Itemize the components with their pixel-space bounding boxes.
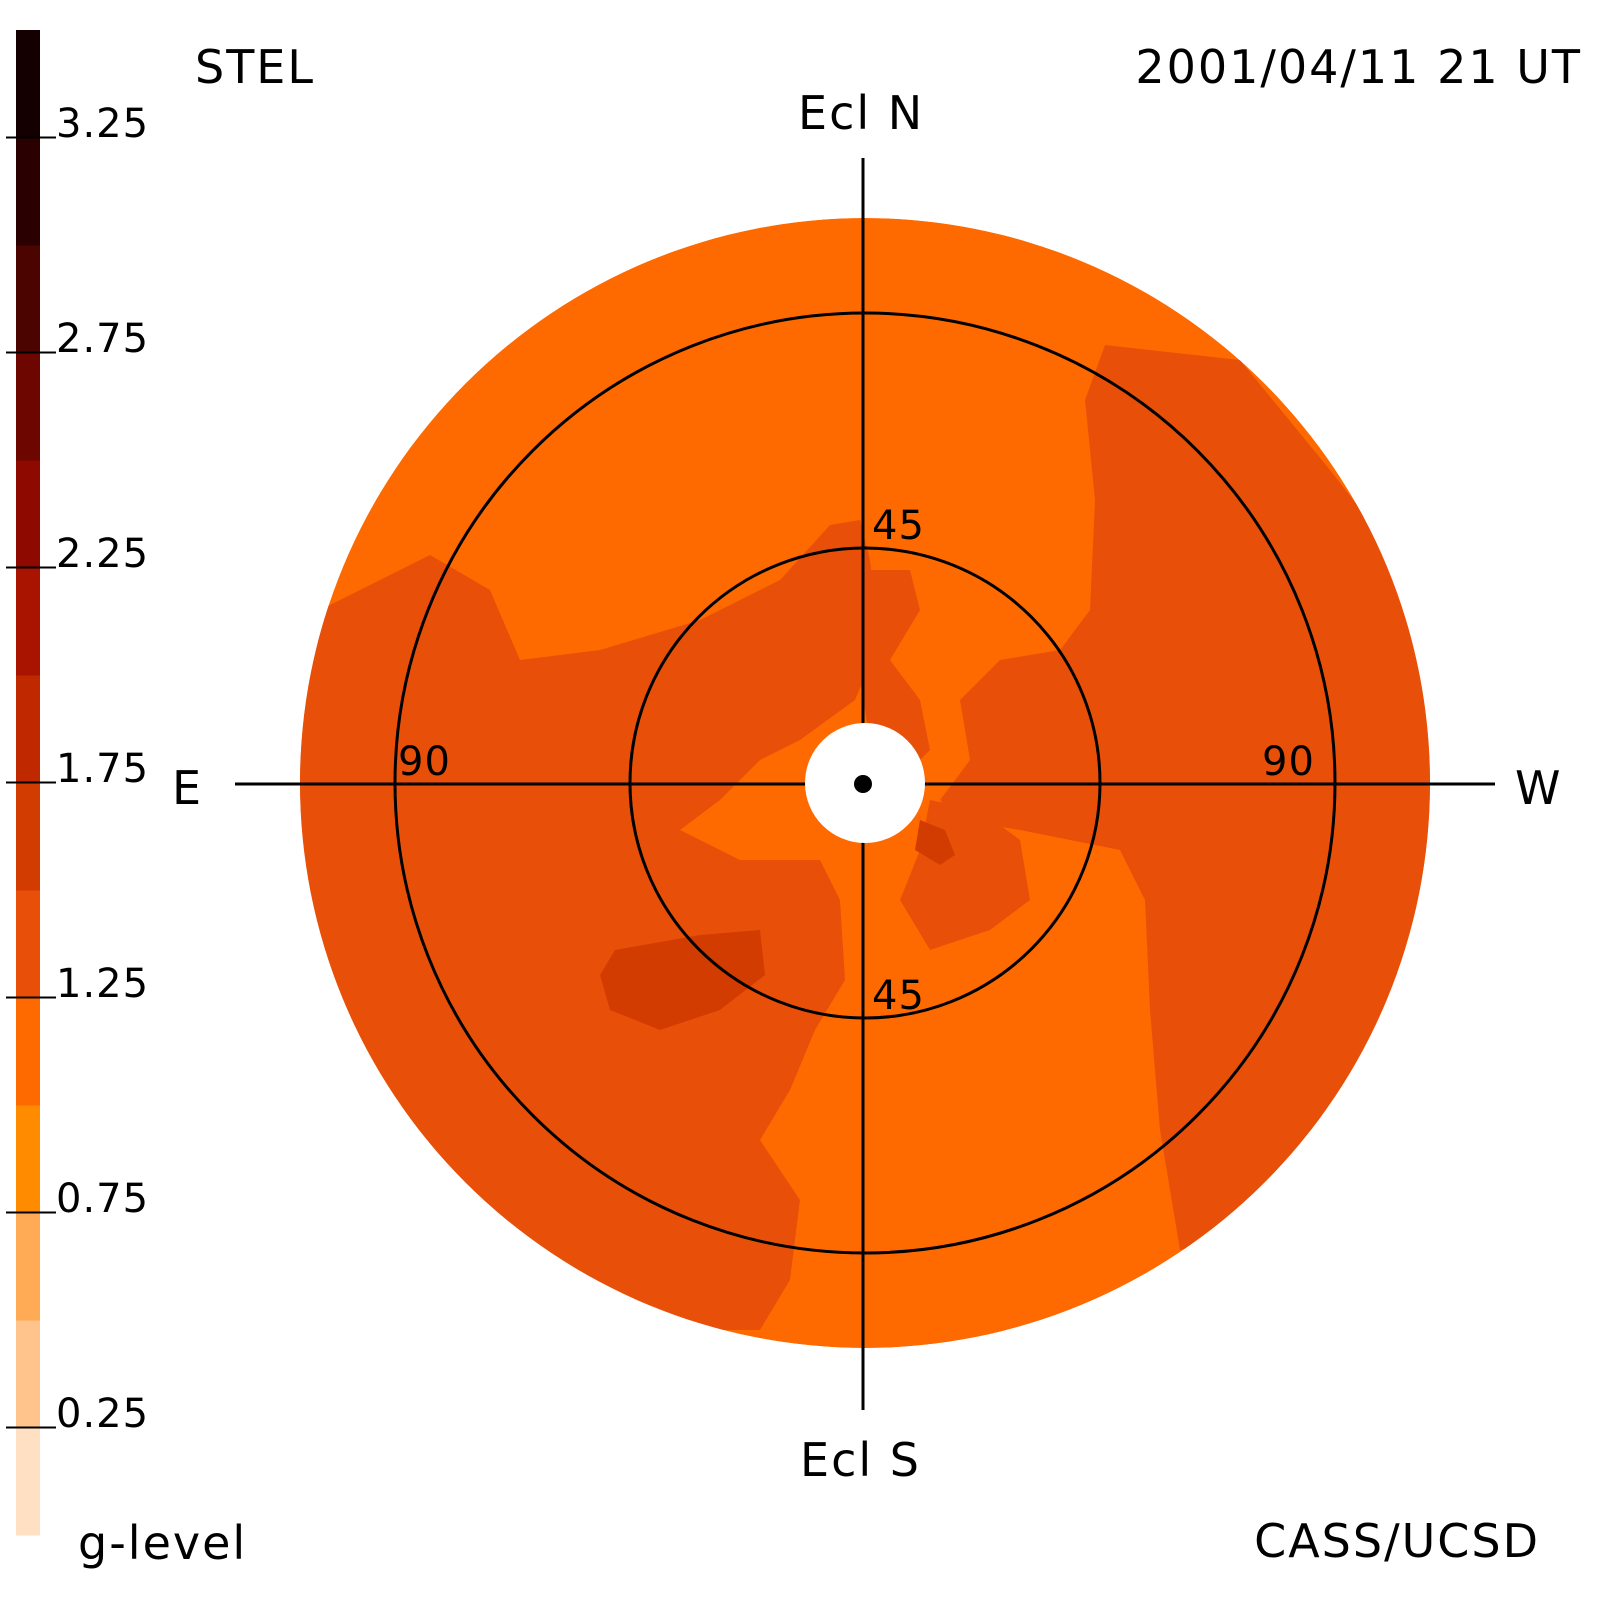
colorbar-ticks: [6, 136, 56, 1429]
heatmap-high-spot-center: [915, 820, 955, 865]
colorbar-block: [16, 1427, 40, 1536]
colorbar-block: [16, 1212, 40, 1321]
colorbar-block: [16, 1320, 40, 1428]
credit-label: CASS/UCSD: [1254, 1514, 1540, 1568]
colorbar-block: [16, 137, 40, 246]
colorbar-tick-label: 1.75: [56, 745, 150, 792]
heatmap-region-east: [300, 520, 880, 1330]
colorbar-title: g-level: [78, 1516, 248, 1570]
ring-90-label-west: 90: [1262, 739, 1315, 785]
colorbar-tick-label: 0.25: [56, 1390, 150, 1437]
colorbar: [6, 30, 56, 1536]
colorbar-block: [16, 567, 40, 676]
compass-east-label: E: [172, 761, 204, 815]
colorbar-block: [16, 1105, 40, 1213]
heatmap-region-west: [940, 345, 1430, 1250]
compass-west-label: W: [1515, 761, 1563, 815]
timestamp-label: 2001/04/11 21 UT: [1135, 40, 1582, 94]
colorbar-tick-label: 0.75: [56, 1175, 150, 1222]
instrument-label: STEL: [195, 40, 315, 94]
compass-south-label: Ecl S: [800, 1433, 921, 1487]
colorbar-block: [16, 675, 40, 783]
heatmap-high-spot-southeast: [600, 930, 765, 1030]
colorbar-tick-label: 2.25: [56, 530, 150, 577]
colorbar-block: [16, 890, 40, 998]
ring-45-label-bottom: 45: [872, 973, 925, 1019]
colorbar-tick-label: 1.25: [56, 960, 150, 1007]
sun-center-dot: [854, 775, 872, 793]
colorbar-tick-label: 3.25: [56, 100, 150, 147]
colorbar-block: [16, 30, 40, 138]
colorbar-block: [16, 460, 40, 568]
colorbar-scale: [16, 30, 40, 1536]
colorbar-tick-label: 2.75: [56, 315, 150, 362]
ring-45-label-top: 45: [872, 503, 925, 549]
compass-north-label: Ecl N: [798, 86, 925, 140]
colorbar-block: [16, 782, 40, 891]
colorbar-block: [16, 997, 40, 1106]
ring-90-label-east: 90: [398, 739, 451, 785]
colorbar-block: [16, 245, 40, 353]
colorbar-block: [16, 352, 40, 461]
